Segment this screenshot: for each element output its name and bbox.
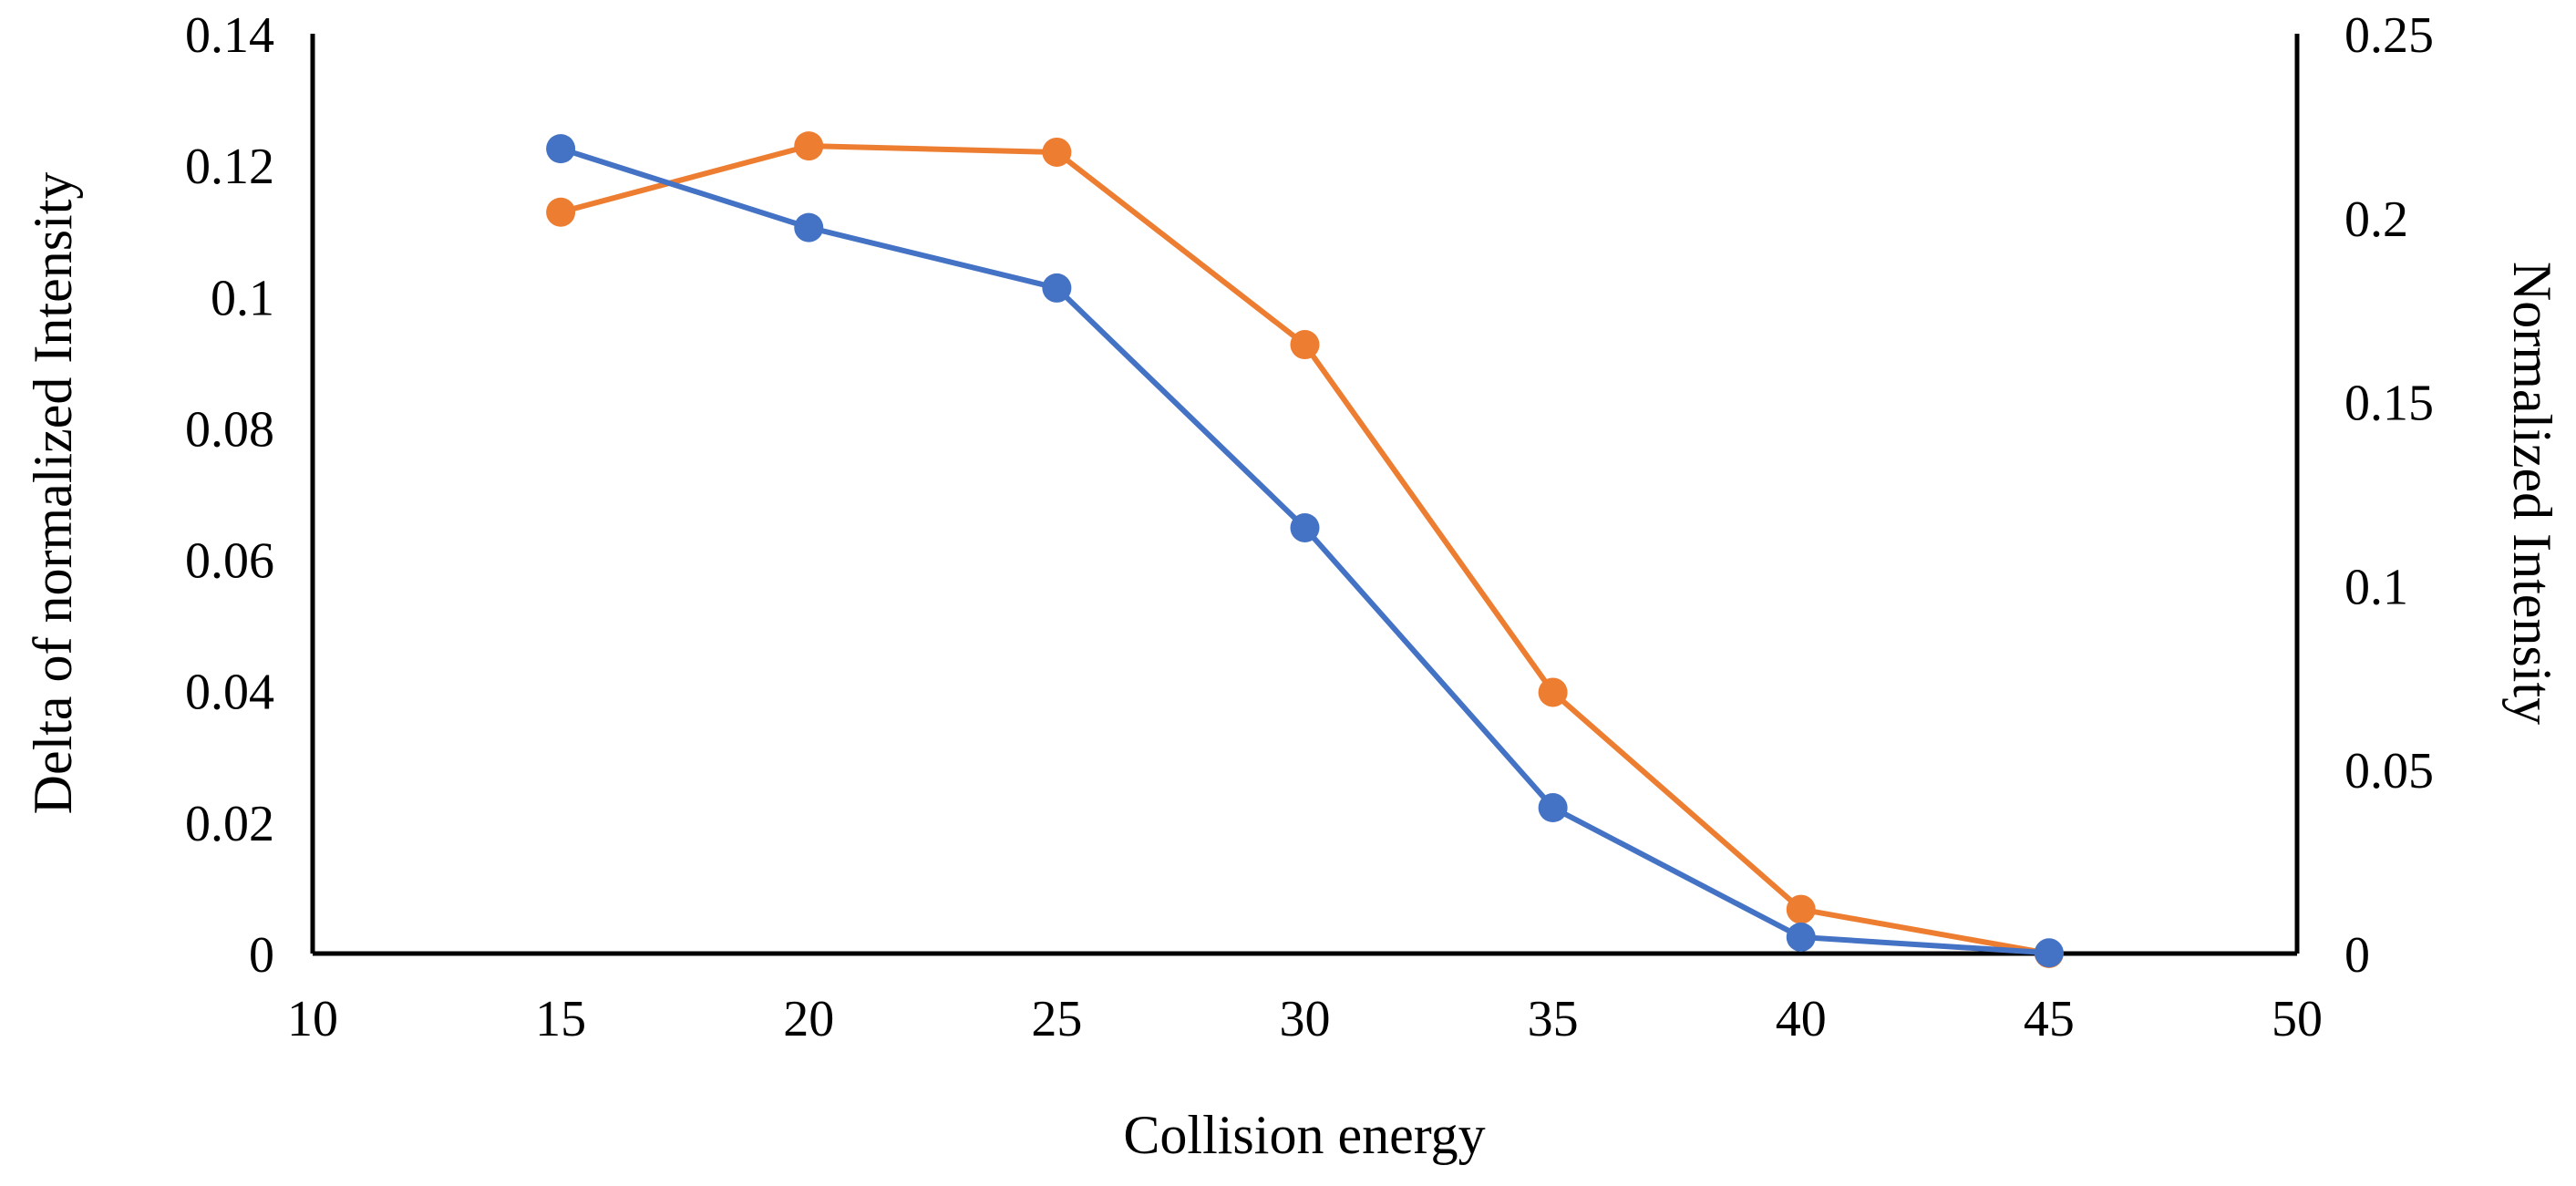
right-y-tick-labels: 0 0.05 0.1 0.15 0.2 0.25: [2344, 7, 2434, 984]
data-point-right-axis: [1786, 894, 1816, 924]
data-point-right-axis: [1042, 137, 1072, 167]
data-point-left-axis: [794, 212, 824, 242]
right-y-tick-label: 0: [2344, 927, 2370, 984]
x-tick-label: 45: [2024, 991, 2075, 1047]
data-point-right-axis: [794, 131, 824, 161]
left-y-tick-label: 0.1: [211, 270, 274, 326]
left-y-tick-label: 0.04: [185, 665, 274, 721]
x-tick-label: 30: [1280, 991, 1331, 1047]
series-right-axis: [546, 131, 2064, 968]
right-y-tick-label: 0.1: [2344, 559, 2408, 615]
left-y-tick-labels: 0 0.02 0.04 0.06 0.08 0.1 0.12 0.14: [185, 7, 274, 984]
left-y-tick-label: 0: [249, 927, 274, 984]
right-y-tick-label: 0.2: [2344, 191, 2408, 248]
data-point-left-axis: [1538, 793, 1568, 823]
series-line-left-axis: [558, 146, 2052, 956]
data-point-left-axis: [1786, 922, 1816, 952]
right-y-tick-label: 0.25: [2344, 7, 2434, 64]
left-y-tick-label: 0.02: [185, 796, 274, 852]
data-point-right-axis: [546, 197, 576, 227]
data-point-right-axis: [1290, 330, 1320, 360]
right-y-tick-label: 0.15: [2344, 376, 2434, 432]
right-y-axis-title: Normalized Intensity: [2502, 262, 2562, 725]
data-point-left-axis: [1042, 273, 1072, 303]
series-group: [546, 131, 2064, 968]
left-y-tick-label: 0.12: [185, 139, 274, 195]
series-left-axis: [546, 134, 2064, 968]
axes: [310, 34, 2300, 956]
x-tick-label: 50: [2272, 991, 2323, 1047]
data-point-right-axis: [1538, 677, 1568, 707]
x-tick-label: 35: [1528, 991, 1579, 1047]
x-tick-labels: 10 15 20 25 30 35 40 45 50: [287, 991, 2323, 1047]
right-y-tick-label: 0.05: [2344, 743, 2434, 799]
left-y-tick-label: 0.08: [185, 401, 274, 458]
series-line-right-axis: [558, 143, 2052, 956]
left-y-axis-title: Delta of normalized Intensity: [23, 172, 83, 815]
x-tick-label: 25: [1031, 991, 1082, 1047]
x-tick-label: 40: [1776, 991, 1827, 1047]
left-y-tick-label: 0.14: [185, 7, 274, 64]
x-tick-label: 10: [287, 991, 338, 1047]
data-point-left-axis: [1290, 512, 1320, 542]
data-point-left-axis: [546, 134, 576, 164]
x-axis-title: Collision energy: [1123, 1105, 1485, 1165]
left-y-tick-label: 0.06: [185, 533, 274, 590]
x-tick-label: 20: [783, 991, 834, 1047]
x-tick-label: 15: [535, 991, 586, 1047]
data-point-left-axis: [2034, 938, 2064, 968]
